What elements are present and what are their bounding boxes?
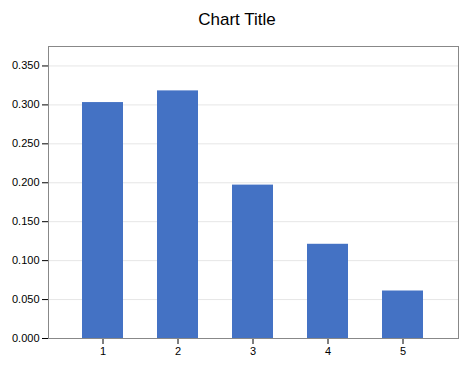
svg-text:2: 2 bbox=[175, 345, 181, 357]
svg-text:0.300: 0.300 bbox=[12, 98, 40, 110]
svg-text:4: 4 bbox=[325, 345, 331, 357]
svg-text:0.250: 0.250 bbox=[12, 137, 40, 149]
svg-text:0.150: 0.150 bbox=[12, 215, 40, 227]
svg-text:0.100: 0.100 bbox=[12, 254, 40, 266]
svg-text:3: 3 bbox=[250, 345, 256, 357]
svg-text:0.350: 0.350 bbox=[12, 59, 40, 71]
svg-text:5: 5 bbox=[400, 345, 406, 357]
svg-text:0.000: 0.000 bbox=[12, 332, 40, 344]
svg-text:1: 1 bbox=[100, 345, 106, 357]
svg-text:0.050: 0.050 bbox=[12, 293, 40, 305]
svg-text:0.200: 0.200 bbox=[12, 176, 40, 188]
html-text:Chart Title: Chart Title bbox=[198, 10, 276, 29]
